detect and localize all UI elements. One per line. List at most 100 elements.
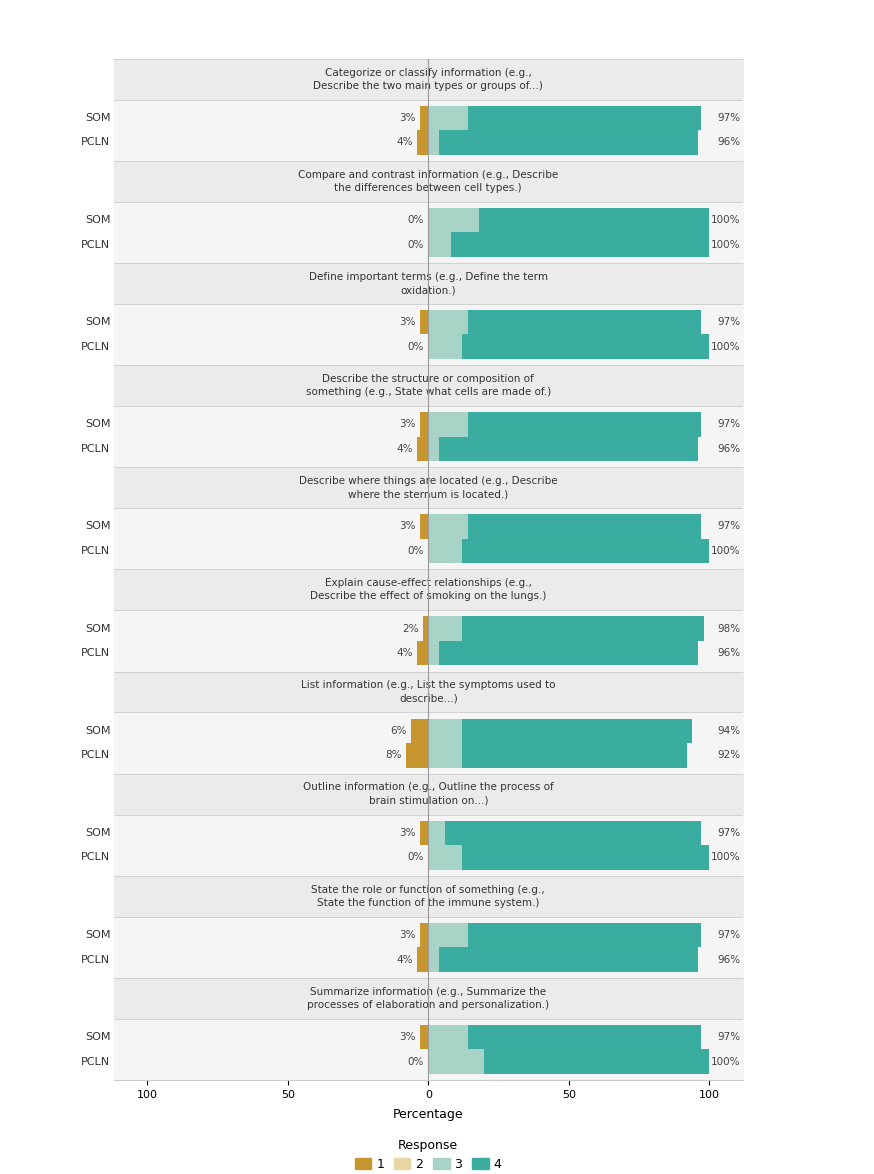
Text: PCLN: PCLN bbox=[81, 852, 110, 863]
Bar bbox=[428, 232, 451, 257]
Bar bbox=[468, 310, 701, 335]
Text: 4%: 4% bbox=[396, 954, 413, 965]
Text: SOM: SOM bbox=[85, 930, 110, 940]
Bar bbox=[428, 437, 440, 461]
Text: 4%: 4% bbox=[396, 137, 413, 148]
Bar bbox=[428, 130, 440, 155]
Text: 100%: 100% bbox=[711, 852, 740, 863]
Text: 92%: 92% bbox=[717, 750, 740, 761]
Text: 0%: 0% bbox=[407, 215, 424, 225]
Text: 100%: 100% bbox=[711, 239, 740, 250]
Bar bbox=[440, 947, 698, 972]
Text: 100%: 100% bbox=[711, 1057, 740, 1067]
Bar bbox=[451, 232, 709, 257]
Bar bbox=[428, 208, 479, 232]
Bar bbox=[428, 947, 440, 972]
Text: Explain cause-effect relationships (e.g.,
Describe the effect of smoking on the : Explain cause-effect relationships (e.g.… bbox=[310, 579, 546, 601]
Bar bbox=[468, 514, 701, 539]
Text: 3%: 3% bbox=[399, 828, 416, 838]
Bar bbox=[440, 437, 698, 461]
Bar bbox=[428, 923, 468, 947]
Text: SOM: SOM bbox=[85, 521, 110, 532]
Text: 0%: 0% bbox=[407, 852, 424, 863]
Bar bbox=[445, 821, 701, 845]
Text: PCLN: PCLN bbox=[81, 750, 110, 761]
Bar bbox=[420, 106, 428, 130]
Bar bbox=[468, 1025, 701, 1050]
Bar bbox=[479, 208, 709, 232]
Text: List information (e.g., List the symptoms used to
describe...): List information (e.g., List the symptom… bbox=[301, 681, 556, 703]
Bar bbox=[420, 412, 428, 437]
Text: 97%: 97% bbox=[717, 419, 740, 430]
Text: 4%: 4% bbox=[396, 648, 413, 659]
Bar bbox=[428, 641, 440, 666]
Text: 8%: 8% bbox=[385, 750, 401, 761]
Text: SOM: SOM bbox=[85, 317, 110, 328]
Text: 0%: 0% bbox=[407, 342, 424, 352]
Text: PCLN: PCLN bbox=[81, 137, 110, 148]
Text: State the role or function of something (e.g.,
State the function of the immune : State the role or function of something … bbox=[311, 885, 545, 908]
Text: 3%: 3% bbox=[399, 930, 416, 940]
Text: 3%: 3% bbox=[399, 317, 416, 328]
Bar bbox=[428, 845, 462, 870]
Bar bbox=[468, 412, 701, 437]
Text: Define important terms (e.g., Define the term
oxidation.): Define important terms (e.g., Define the… bbox=[309, 272, 548, 295]
Text: Describe the structure or composition of
something (e.g., State what cells are m: Describe the structure or composition of… bbox=[306, 375, 551, 397]
X-axis label: Percentage: Percentage bbox=[393, 1108, 463, 1121]
Text: 96%: 96% bbox=[717, 444, 740, 454]
Text: 97%: 97% bbox=[717, 930, 740, 940]
Bar bbox=[428, 412, 468, 437]
Bar bbox=[462, 718, 692, 743]
Text: 3%: 3% bbox=[399, 1032, 416, 1043]
Text: SOM: SOM bbox=[85, 726, 110, 736]
Text: 97%: 97% bbox=[717, 828, 740, 838]
Bar bbox=[417, 641, 428, 666]
Bar bbox=[428, 821, 445, 845]
Bar bbox=[412, 718, 428, 743]
Bar bbox=[462, 743, 687, 768]
Text: 97%: 97% bbox=[717, 1032, 740, 1043]
Bar bbox=[462, 539, 709, 564]
Text: SOM: SOM bbox=[85, 215, 110, 225]
Text: 2%: 2% bbox=[402, 623, 419, 634]
Text: Categorize or classify information (e.g.,
Describe the two main types or groups : Categorize or classify information (e.g.… bbox=[313, 68, 544, 90]
Bar bbox=[423, 616, 428, 641]
Text: 98%: 98% bbox=[717, 623, 740, 634]
Bar bbox=[462, 845, 709, 870]
Bar bbox=[417, 437, 428, 461]
Bar bbox=[428, 335, 462, 359]
Bar bbox=[440, 641, 698, 666]
Bar bbox=[417, 947, 428, 972]
Text: 3%: 3% bbox=[399, 419, 416, 430]
Bar bbox=[420, 821, 428, 845]
Text: 97%: 97% bbox=[717, 317, 740, 328]
Text: PCLN: PCLN bbox=[81, 342, 110, 352]
Legend: 1, 2, 3, 4: 1, 2, 3, 4 bbox=[350, 1134, 507, 1174]
Bar bbox=[468, 923, 701, 947]
Text: 100%: 100% bbox=[711, 546, 740, 556]
Bar bbox=[468, 106, 701, 130]
Text: PCLN: PCLN bbox=[81, 444, 110, 454]
Bar bbox=[417, 130, 428, 155]
Text: Describe where things are located (e.g., Describe
where the sternum is located.): Describe where things are located (e.g.,… bbox=[299, 477, 558, 499]
Text: PCLN: PCLN bbox=[81, 239, 110, 250]
Bar bbox=[428, 539, 462, 564]
Bar bbox=[420, 310, 428, 335]
Text: Summarize information (e.g., Summarize the
processes of elaboration and personal: Summarize information (e.g., Summarize t… bbox=[307, 987, 550, 1010]
Text: 100%: 100% bbox=[711, 215, 740, 225]
Text: 94%: 94% bbox=[717, 726, 740, 736]
Text: Outline information (e.g., Outline the process of
brain stimulation on...): Outline information (e.g., Outline the p… bbox=[303, 783, 553, 805]
Text: 100%: 100% bbox=[711, 342, 740, 352]
Text: 0%: 0% bbox=[407, 239, 424, 250]
Bar bbox=[428, 743, 462, 768]
Text: 3%: 3% bbox=[399, 113, 416, 123]
Text: SOM: SOM bbox=[85, 419, 110, 430]
Text: SOM: SOM bbox=[85, 828, 110, 838]
Bar bbox=[420, 923, 428, 947]
Text: 0%: 0% bbox=[407, 1057, 424, 1067]
Text: 97%: 97% bbox=[717, 113, 740, 123]
Bar bbox=[406, 743, 428, 768]
Bar bbox=[428, 514, 468, 539]
Text: 6%: 6% bbox=[391, 726, 407, 736]
Bar bbox=[484, 1050, 709, 1074]
